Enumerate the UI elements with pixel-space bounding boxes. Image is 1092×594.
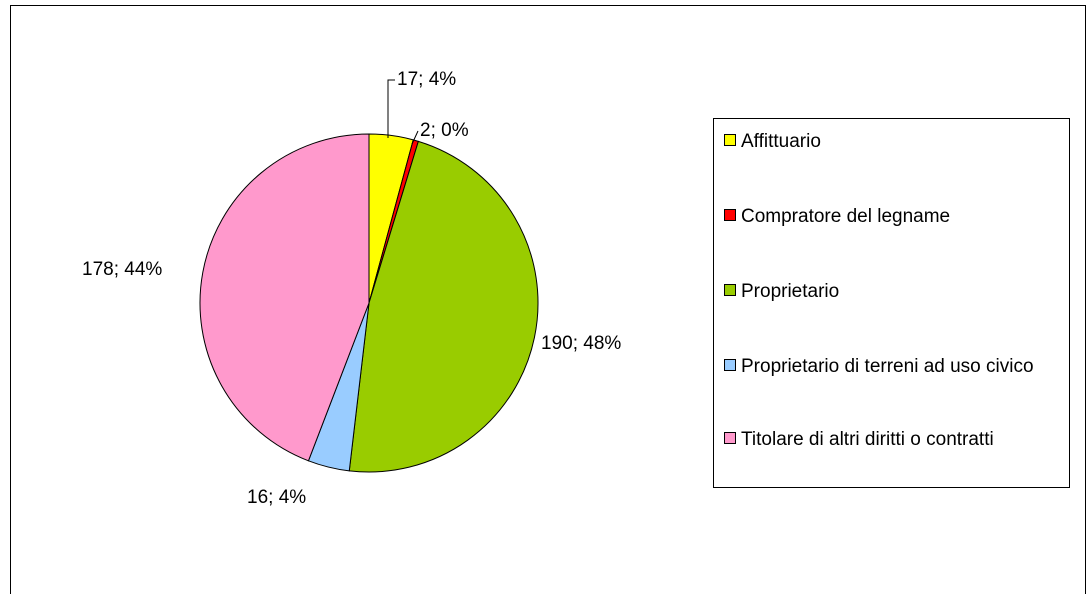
legend-item: Affittuario	[724, 127, 1064, 157]
data-label: 16; 4%	[247, 487, 306, 508]
leader-line	[411, 130, 419, 145]
legend-label: Titolare di altri diritti o contratti	[741, 429, 994, 450]
leader-line	[387, 79, 395, 138]
legend-swatch	[724, 209, 736, 221]
data-label: 178; 44%	[82, 259, 162, 280]
legend-swatch	[724, 359, 736, 371]
data-label: 2; 0%	[420, 120, 469, 141]
legend-label: Affittuario	[741, 131, 821, 152]
legend-label: Proprietario	[741, 281, 840, 302]
legend-item: Titolare di altri diritti o contratti	[724, 425, 1064, 455]
data-label: 190; 48%	[541, 333, 621, 354]
legend-item: Proprietario di terreni ad uso civico	[724, 352, 1064, 382]
pie-slice	[348, 140, 539, 473]
legend-label: Compratore del legname	[741, 206, 951, 227]
pie-slice	[199, 133, 370, 462]
chart-frame	[10, 5, 1086, 594]
legend-item: Proprietario	[724, 277, 1064, 307]
legend-label: Proprietario di terreni ad uso civico	[741, 356, 1034, 377]
legend-swatch	[724, 432, 736, 444]
legend-swatch	[724, 284, 736, 296]
legend: Affittuario Compratore del legname Proprie…	[713, 118, 1070, 488]
legend-swatch	[724, 134, 736, 146]
data-label: 17; 4%	[397, 69, 456, 90]
legend-item: Compratore del legname	[724, 202, 1064, 232]
